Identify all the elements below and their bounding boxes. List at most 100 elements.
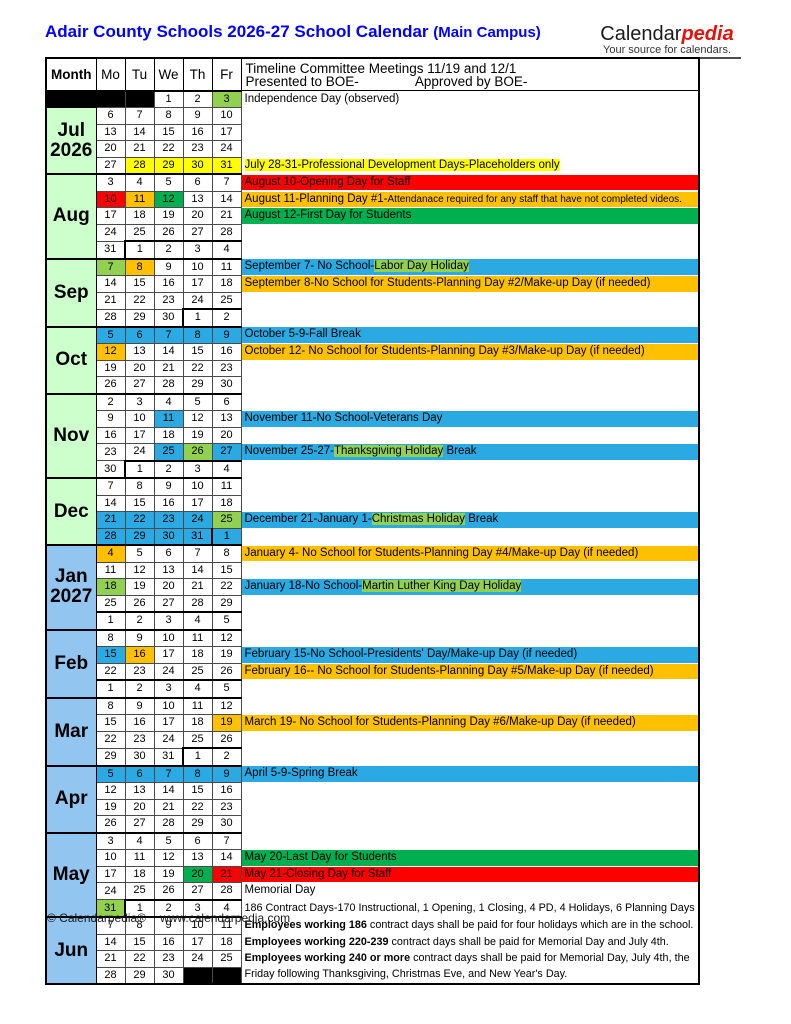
week-row: 18 19 20 21 22 January 18-No School-Martin Lu… bbox=[46, 578, 700, 596]
date-cell: 14 bbox=[211, 190, 242, 208]
date-cell: 18 bbox=[211, 275, 242, 293]
date-cell: 26 bbox=[95, 815, 126, 833]
date-cell: 15 bbox=[182, 782, 213, 800]
blank-cell bbox=[211, 966, 242, 985]
date-cell: 1 bbox=[211, 527, 242, 546]
note-text: July 28-31-Professional Development Days… bbox=[242, 158, 699, 174]
date-cell: 11 bbox=[211, 916, 242, 935]
date-cell: 11 bbox=[211, 477, 242, 496]
note-cell: August 11-Planning Day #1-Attendanace re… bbox=[240, 191, 700, 208]
date-cell: 28 bbox=[95, 308, 126, 327]
note-cell: February 16-- No School for Students-Pla… bbox=[240, 663, 700, 680]
note-text: Employees working 240 or more contract d… bbox=[242, 951, 699, 967]
note-text: April 5-9-Spring Break bbox=[241, 766, 698, 782]
week-row: Feb 8 9 10 11 12 bbox=[45, 628, 700, 698]
date-cell: 9 bbox=[211, 325, 242, 344]
date-cell: 17 bbox=[182, 494, 213, 512]
date-cell: 6 bbox=[153, 544, 184, 563]
week-row: 21 22 23 24 25 bbox=[46, 291, 700, 310]
week-row: Aug 3 4 5 6 7 August 10-Opening Day for Staff bbox=[45, 173, 700, 259]
note-segment: November 11-No School-Veterans Day bbox=[244, 412, 443, 424]
date-cell: 9 bbox=[95, 410, 126, 428]
week-row: 20 21 22 23 24 bbox=[46, 140, 700, 158]
note-cell bbox=[240, 124, 700, 141]
date-cell: 12 bbox=[153, 849, 184, 867]
note-segment: Friday following Thanksgiving, Christmas… bbox=[244, 968, 568, 981]
date-cell: 31 bbox=[95, 899, 126, 918]
week-row: 17 18 19 20 21 May 21-Closing Day for Staff bbox=[46, 865, 700, 883]
highlighted-note-segment: Martin Luther King Day Holiday bbox=[362, 580, 522, 592]
date-cell: 11 bbox=[124, 849, 155, 867]
week-row: 19 20 21 22 23 bbox=[46, 359, 700, 377]
day-header-we: We bbox=[153, 57, 184, 91]
note-cell bbox=[240, 562, 700, 579]
date-cell: 21 bbox=[211, 865, 242, 883]
date-cell: 21 bbox=[211, 207, 242, 225]
blank-cell bbox=[182, 966, 213, 985]
week-row: 10 11 12 13 14 August 11-Planning Day #1-Atte… bbox=[46, 190, 700, 208]
date-cell: 13 bbox=[124, 343, 155, 361]
date-cell: 23 bbox=[182, 140, 213, 158]
note-cell: August 10-Opening Day for Staff bbox=[240, 174, 700, 191]
calendarpedia-url[interactable]: www.calendarpedia.com bbox=[160, 911, 291, 925]
date-cell: 14 bbox=[95, 494, 126, 512]
date-cell: 3 bbox=[153, 679, 184, 698]
week-row: 14 15 16 17 18 Employees working 220-239 cont… bbox=[46, 933, 700, 951]
date-cell: 2 bbox=[211, 308, 242, 327]
date-cell: 23 bbox=[124, 730, 155, 749]
day-header-fr: Fr bbox=[211, 57, 242, 91]
note-cell: November 25-27-Thanksgiving Holiday Brea… bbox=[240, 443, 700, 461]
date-cell: 15 bbox=[95, 714, 126, 732]
note-segment: October 5-9-Fall Break bbox=[244, 328, 361, 341]
note-cell: October 12- No School for Students-Plann… bbox=[240, 343, 700, 360]
date-cell: 22 bbox=[211, 578, 242, 596]
blank-cell bbox=[95, 89, 126, 108]
date-cell: 17 bbox=[95, 207, 126, 225]
date-cell: 6 bbox=[124, 325, 155, 344]
month-label-jul: Jul 2026 bbox=[45, 107, 97, 175]
date-cell: 5 bbox=[211, 679, 242, 698]
note-segment: February 15-No School-Presidents' Day/Ma… bbox=[244, 648, 578, 660]
date-cell: 2 bbox=[153, 240, 184, 259]
date-cell: 28 bbox=[153, 815, 184, 833]
date-cell: 14 bbox=[124, 123, 155, 141]
date-cell: 24 bbox=[182, 511, 213, 529]
note-segment: Employees working 240 or more bbox=[244, 952, 411, 964]
note-cell: February 15-No School-Presidents' Day/Ma… bbox=[240, 646, 700, 663]
date-cell: 30 bbox=[153, 308, 184, 327]
date-cell: 31 bbox=[182, 527, 213, 546]
date-cell: 20 bbox=[95, 140, 126, 158]
date-cell: 4 bbox=[153, 392, 184, 411]
date-cell: 11 bbox=[95, 561, 126, 579]
date-cell: 8 bbox=[182, 764, 213, 783]
date-cell: 11 bbox=[124, 190, 155, 208]
date-cell: 4 bbox=[95, 544, 126, 563]
week-row: Oct 5 6 7 8 9 October 5-9-Fall Break bbox=[45, 325, 700, 394]
date-cell: 26 bbox=[124, 594, 155, 613]
date-cell: 21 bbox=[124, 140, 155, 158]
date-cell: 3 bbox=[124, 392, 155, 411]
date-cell: 15 bbox=[95, 646, 126, 664]
date-cell: 10 bbox=[211, 107, 242, 125]
date-cell: 19 bbox=[153, 207, 184, 225]
date-cell: 2 bbox=[95, 392, 126, 411]
note-cell bbox=[240, 241, 700, 259]
date-cell: 2 bbox=[182, 89, 213, 108]
week-row: 1 2 3 Independence Day (observed) bbox=[45, 89, 700, 108]
date-cell: 16 bbox=[211, 343, 242, 361]
week-row: 10 11 12 13 14 May 20-Last Day for Students bbox=[46, 849, 700, 867]
date-cell: 27 bbox=[153, 594, 184, 613]
week-row: 27 28 29 30 31 July 28-31-Professional Develo… bbox=[46, 156, 700, 175]
note-segment: contract days shall be paid for four hol… bbox=[366, 918, 694, 931]
date-cell: 17 bbox=[182, 275, 213, 293]
week-row: 15 16 17 18 19 February 15-No School-Presiden… bbox=[46, 646, 700, 664]
date-cell: 29 bbox=[124, 308, 155, 327]
date-cell: 29 bbox=[124, 966, 155, 985]
note-cell bbox=[240, 782, 700, 799]
note-cell: April 5-9-Spring Break bbox=[240, 765, 700, 783]
date-cell: 4 bbox=[211, 898, 242, 918]
date-cell: 17 bbox=[153, 646, 184, 664]
highlighted-note-segment: Christmas Holiday bbox=[371, 513, 466, 525]
date-cell: 18 bbox=[153, 426, 184, 444]
